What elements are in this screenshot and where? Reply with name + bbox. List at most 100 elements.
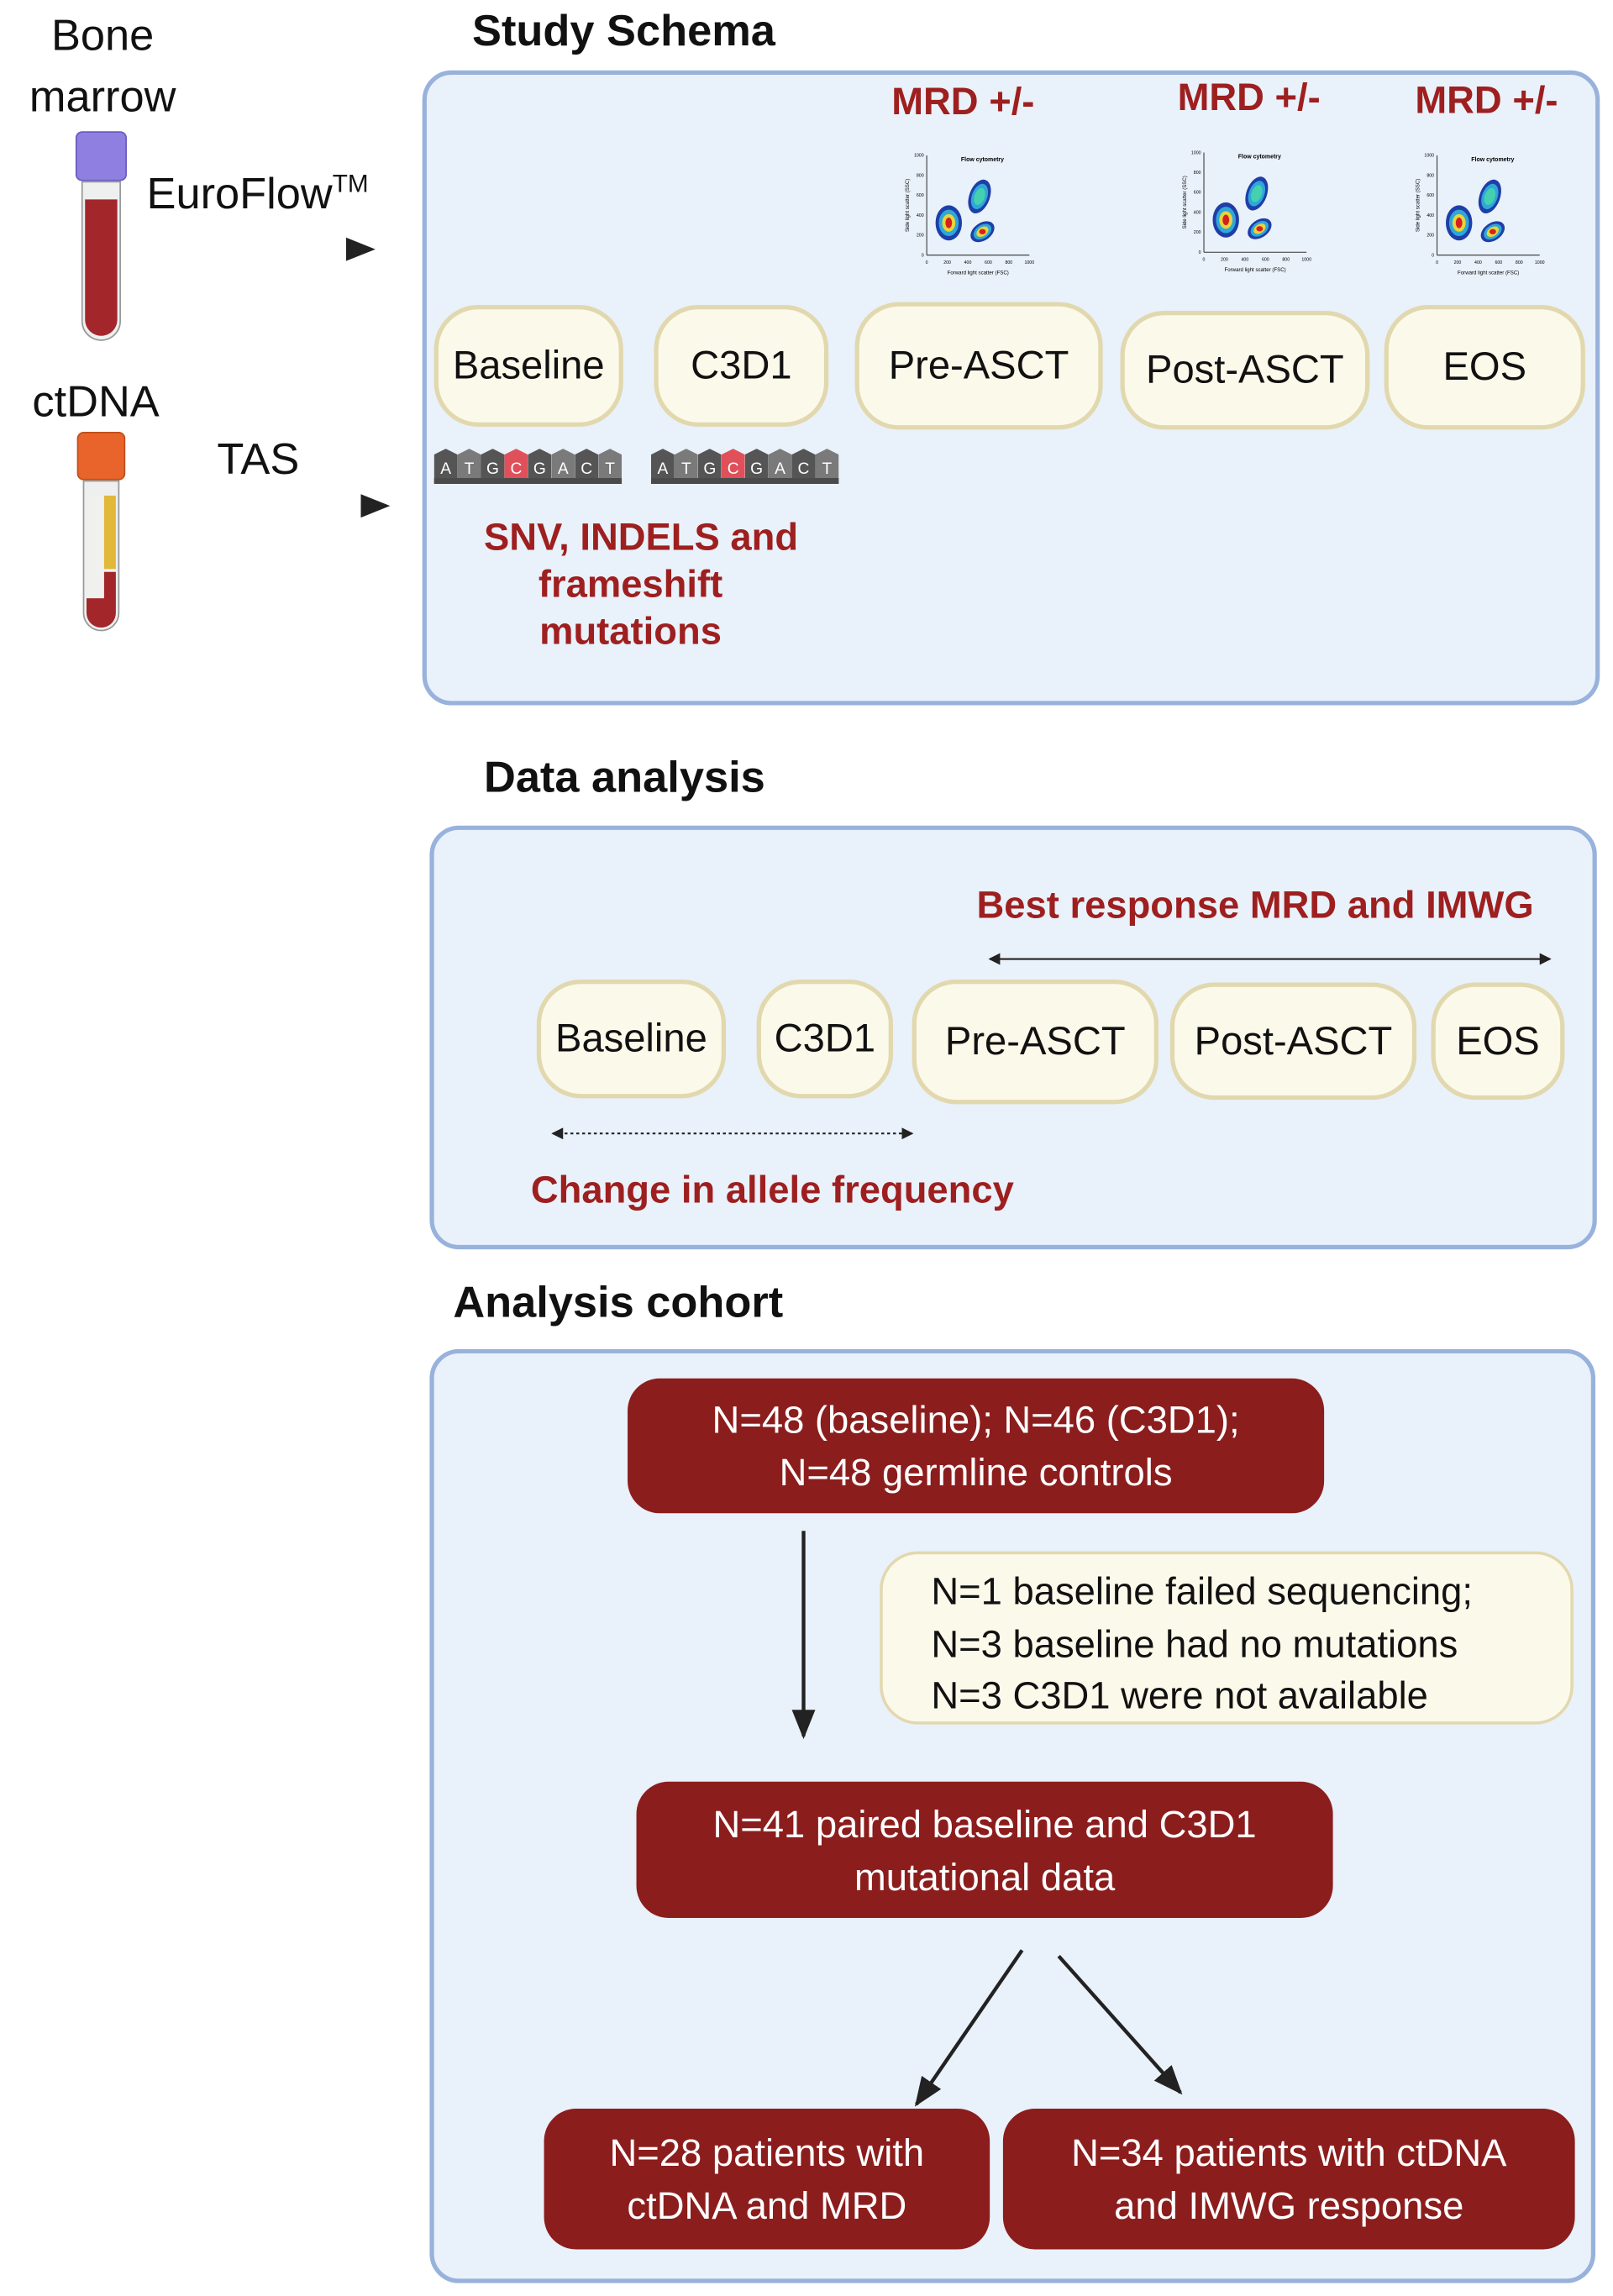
euroflow-arrow-icon <box>178 237 376 261</box>
dna-base: C <box>721 449 745 479</box>
dna-base: C <box>791 449 816 479</box>
flow-cytometry-chart: Flow cytometry Forward light scatter (FSC… <box>905 154 1034 276</box>
cell-population-core <box>1256 226 1264 232</box>
cohort-line: N=34 patients with ctDNA <box>1071 2130 1507 2175</box>
cohort-line: N=41 paired baseline and C3D1 <box>712 1801 1257 1846</box>
cell-population-density <box>1251 185 1263 202</box>
x-tick-label: 200 <box>1454 260 1462 265</box>
x-tick-label: 0 <box>1203 258 1206 263</box>
x-tick-label: 0 <box>926 260 928 265</box>
y-tick-label: 800 <box>1426 174 1434 179</box>
flow-cytometry-plot: Flow cytometry Forward light scatter (FSC… <box>1408 147 1549 282</box>
dna-base: T <box>457 449 481 479</box>
mrd-label-post-asct: MRD +/- <box>1177 75 1321 119</box>
cell-population-density <box>1484 187 1496 205</box>
x-tick-label: 600 <box>985 260 992 265</box>
dna-base: G <box>481 449 505 479</box>
dna-base: G <box>697 449 722 479</box>
y-tick-label: 200 <box>1426 234 1434 239</box>
y-tick-label: 400 <box>1194 210 1201 215</box>
dna-base: T <box>815 449 839 479</box>
y-tick-label: 1000 <box>1191 150 1201 155</box>
y-axis-label: Side light scatter (SSC) <box>905 179 911 232</box>
mrd-label-eos: MRD +/- <box>1415 77 1558 122</box>
y-tick-label: 800 <box>1194 171 1201 176</box>
tas-arrow-icon <box>190 494 391 518</box>
x-tick-label: 600 <box>1495 260 1502 265</box>
cell-population-density <box>974 187 985 205</box>
x-tick-label: 1000 <box>1301 258 1311 263</box>
y-tick-label: 0 <box>1199 250 1201 255</box>
ctdna-tube-icon <box>76 432 126 632</box>
y-tick-label: 0 <box>922 253 924 258</box>
cohort-mrd-box: N=28 patients with ctDNA and MRD <box>544 2108 990 2250</box>
exclusion-line: N=1 baseline failed sequencing; <box>931 1568 1474 1613</box>
x-tick-label: 400 <box>1242 258 1249 263</box>
x-tick-label: 200 <box>1221 258 1228 263</box>
euroflow-label: EuroFlowTM <box>147 170 369 219</box>
x-tick-label: 200 <box>943 260 951 265</box>
x-axis-label: Forward light scatter (FSC) <box>948 270 1009 276</box>
allele-change-range-arrow-icon <box>551 1127 914 1140</box>
cohort-line: N=28 patients with <box>609 2130 925 2175</box>
analysis-timepoint-post-asct: Post-ASCT <box>1169 982 1417 1101</box>
plot-title: Flow cytometry <box>1238 155 1281 160</box>
mrd-label-pre-asct: MRD +/- <box>891 79 1035 123</box>
cell-population-core <box>1222 214 1230 226</box>
y-tick-label: 200 <box>1194 230 1201 235</box>
best-response-label: Best response MRD and IMWG <box>976 882 1534 927</box>
x-axis-label: Forward light scatter (FSC) <box>1458 270 1519 276</box>
dna-base: T <box>674 449 698 479</box>
timepoint-post-asct: Post-ASCT <box>1120 311 1370 430</box>
cohort-line: ctDNA and MRD <box>627 2183 907 2228</box>
ctdna-label: ctDNA <box>32 378 160 427</box>
dna-base: T <box>598 449 623 479</box>
bone-marrow-line1: Bone <box>51 11 155 60</box>
y-tick-label: 400 <box>1426 213 1434 218</box>
euroflow-text: EuroFlow <box>146 170 333 219</box>
dna-base: G <box>528 449 552 479</box>
x-tick-label: 1000 <box>1535 260 1545 265</box>
cohort-line: N=48 (baseline); N=46 (C3D1); <box>712 1397 1240 1442</box>
y-tick-label: 1000 <box>914 154 924 159</box>
bone-marrow-tube-icon <box>75 131 127 341</box>
dna-base: A <box>433 449 458 479</box>
x-tick-label: 1000 <box>1024 260 1034 265</box>
bone-marrow-line2: marrow <box>29 73 176 122</box>
cohort-imwg-box: N=34 patients with ctDNA and IMWG respon… <box>1002 2108 1575 2250</box>
timepoint-c3d1: C3D1 <box>654 305 829 427</box>
tas-label: TAS <box>217 435 300 484</box>
dna-base: A <box>768 449 792 479</box>
analysis-timepoint-eos: EOS <box>1431 982 1565 1101</box>
cohort-initial-box: N=48 (baseline); N=46 (C3D1); N=48 germl… <box>628 1378 1325 1514</box>
y-tick-label: 600 <box>1194 191 1201 196</box>
mutation-types-label: SNV, INDELS and frameshift mutations <box>483 513 799 654</box>
plot-title: Flow cytometry <box>1471 157 1514 163</box>
timepoint-pre-asct: Pre-ASCT <box>854 302 1103 430</box>
timepoint-eos: EOS <box>1384 305 1585 430</box>
flow-cytometry-plot: Flow cytometry Forward light scatter (FSC… <box>1174 144 1316 279</box>
analysis-timepoint-c3d1: C3D1 <box>756 979 893 1099</box>
mutation-line: frameshift <box>538 561 723 606</box>
cell-population-core <box>979 229 986 234</box>
mutation-line: SNV, INDELS and <box>483 514 799 560</box>
y-tick-label: 400 <box>917 213 924 218</box>
x-tick-label: 800 <box>1282 258 1290 263</box>
analysis-timepoint-pre-asct: Pre-ASCT <box>912 979 1159 1105</box>
best-response-range-arrow-icon <box>988 953 1552 965</box>
x-tick-label: 0 <box>1436 260 1438 265</box>
cell-population-core <box>945 218 953 229</box>
x-tick-label: 800 <box>1516 260 1523 265</box>
exclusion-line: N=3 baseline had no mutations <box>931 1621 1458 1665</box>
y-tick-label: 200 <box>917 234 924 239</box>
dna-base: A <box>650 449 675 479</box>
x-axis-label: Forward light scatter (FSC) <box>1225 267 1286 273</box>
exclusion-line: N=3 C3D1 were not available <box>931 1673 1428 1717</box>
x-tick-label: 800 <box>1006 260 1013 265</box>
y-tick-label: 800 <box>917 174 924 179</box>
x-tick-label: 400 <box>1474 260 1482 265</box>
cohort-paired-box: N=41 paired baseline and C3D1 mutational… <box>636 1781 1333 1919</box>
